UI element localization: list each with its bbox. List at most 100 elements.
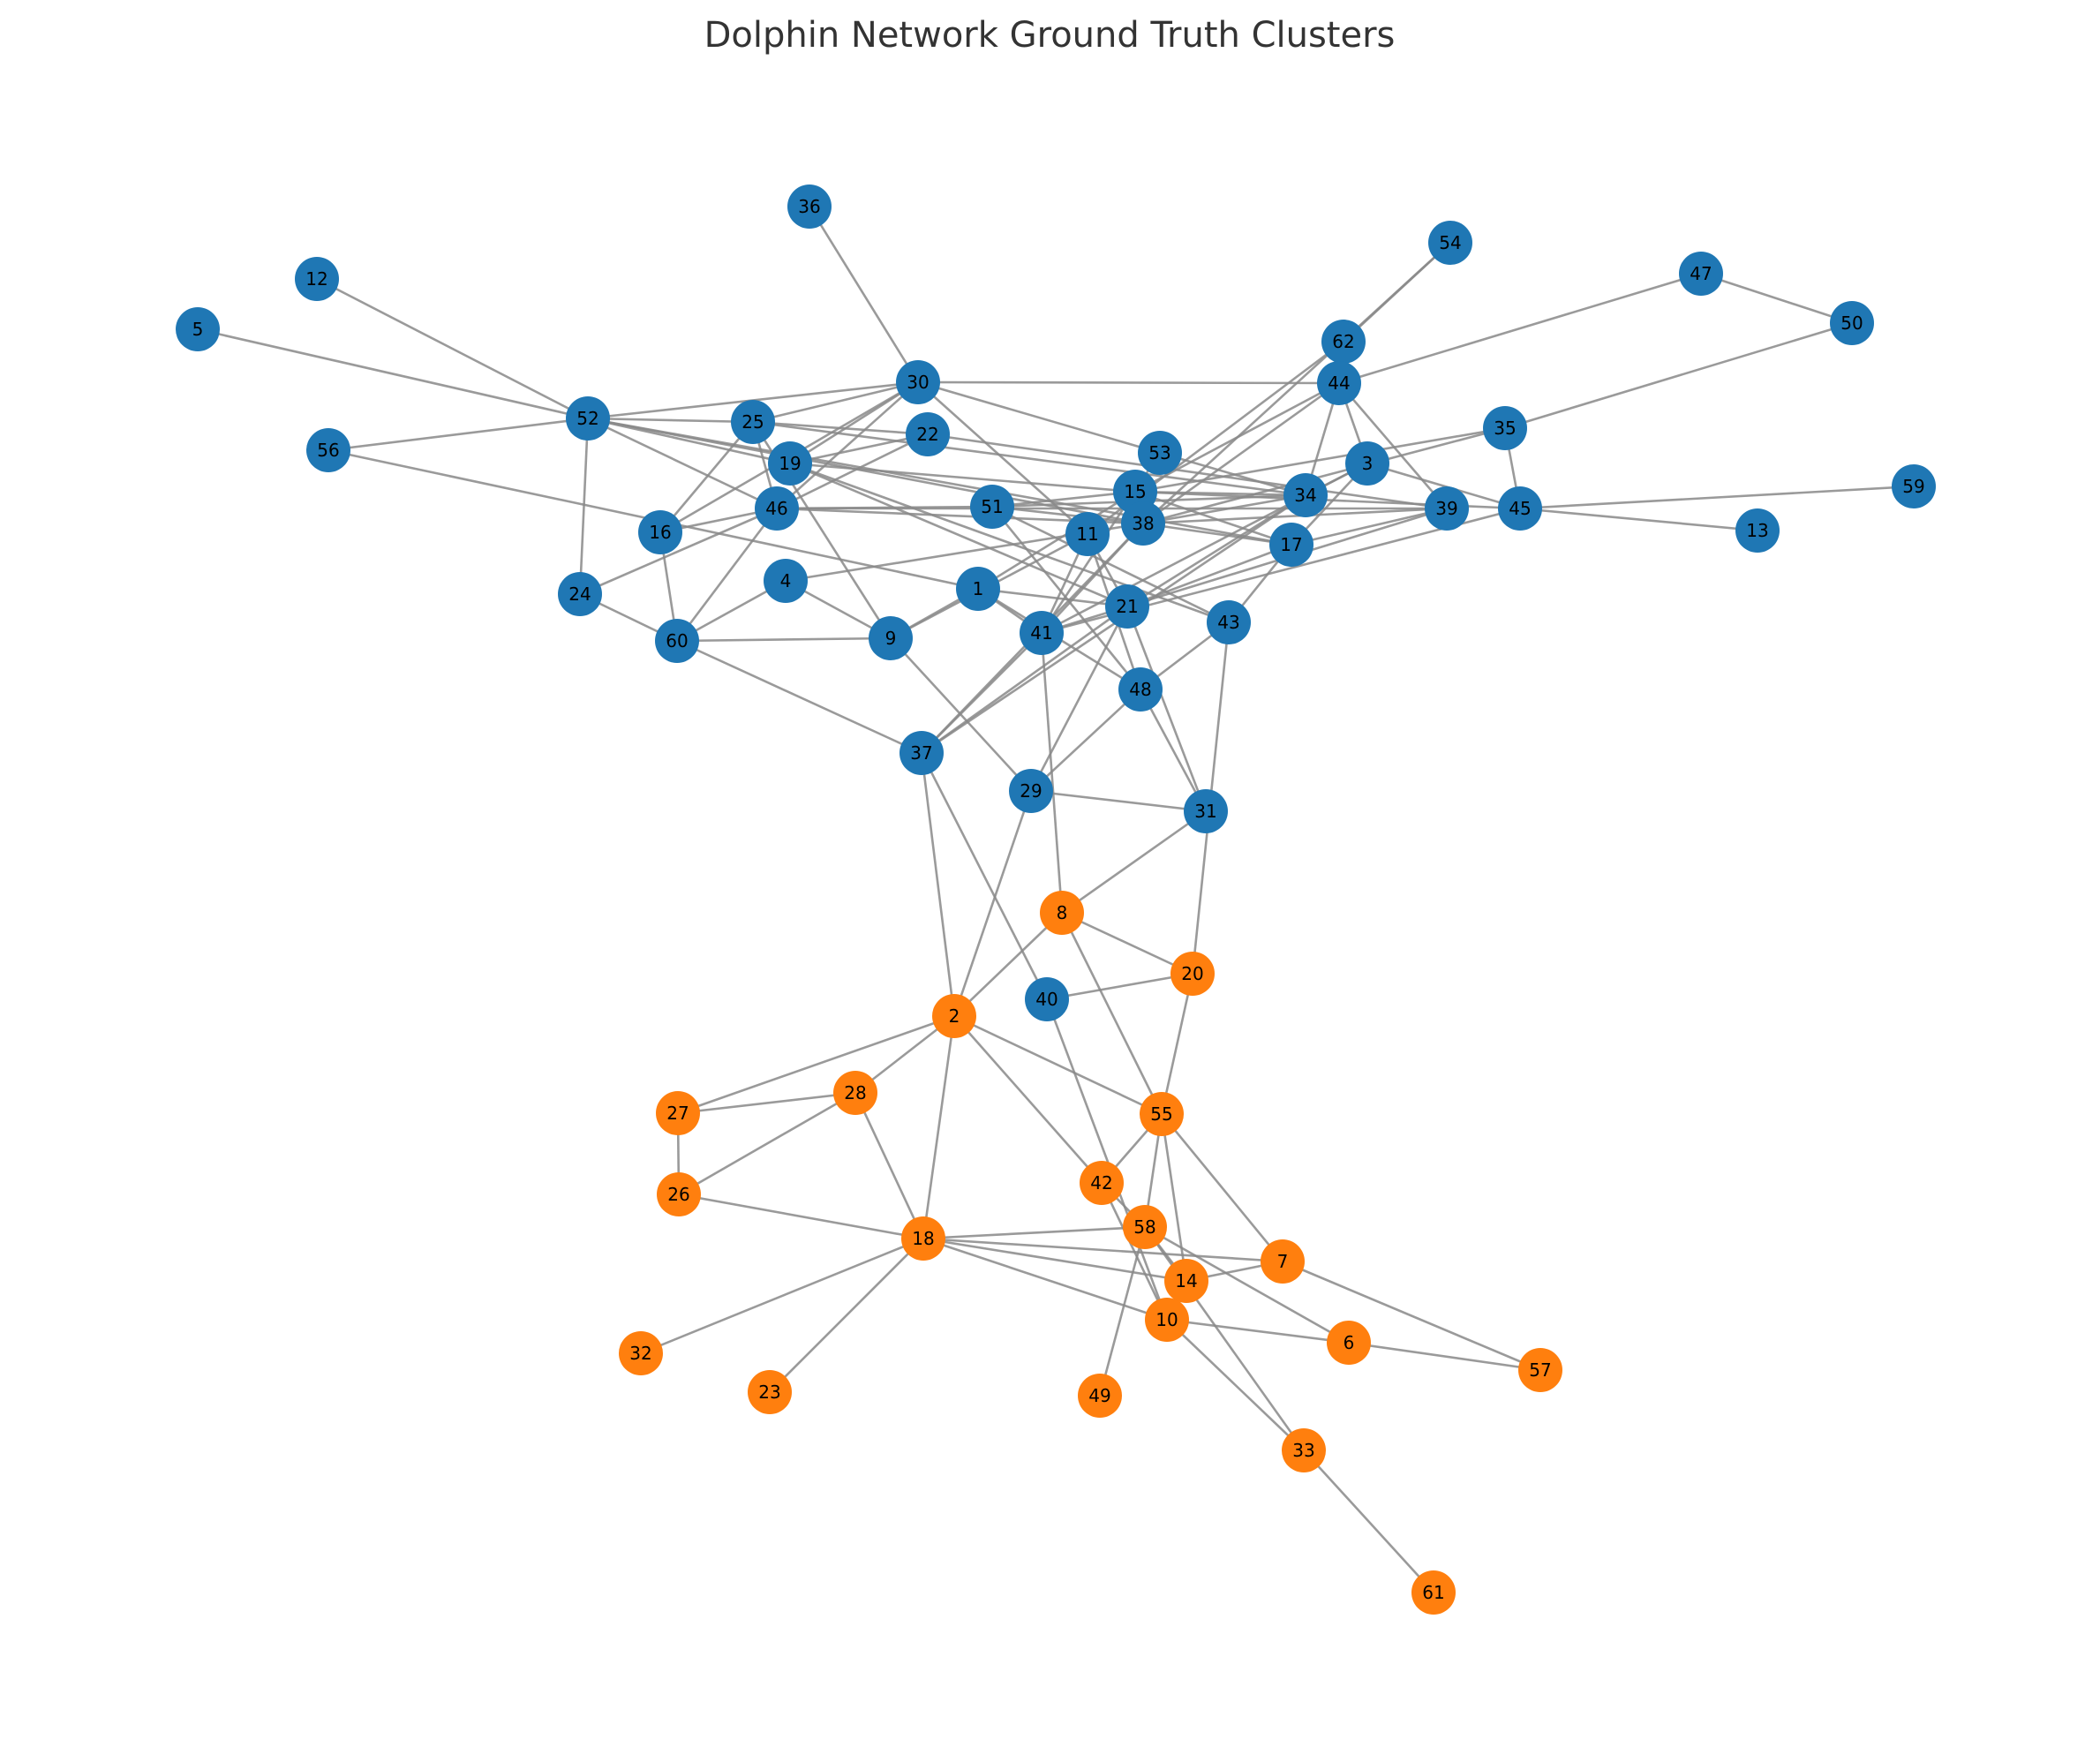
node-label-11: 11 xyxy=(1076,523,1098,545)
node-circle-4 xyxy=(764,559,808,603)
node-label-35: 35 xyxy=(1494,418,1516,439)
node-20: 20 xyxy=(1170,952,1215,996)
node-33: 33 xyxy=(1282,1428,1326,1472)
edge-22-46 xyxy=(776,433,929,510)
node-6: 6 xyxy=(1327,1321,1371,1365)
edge-2-27 xyxy=(677,1014,955,1115)
edge-39-17 xyxy=(1291,507,1448,546)
edge-47-50 xyxy=(1700,272,1853,325)
edge-20-55 xyxy=(1160,973,1194,1115)
node-label-60: 60 xyxy=(666,630,688,651)
edge-52-17 xyxy=(587,417,1292,546)
node-circle-20 xyxy=(1170,952,1215,996)
node-label-21: 21 xyxy=(1116,596,1138,617)
node-circle-31 xyxy=(1184,789,1228,833)
node-label-41: 41 xyxy=(1030,622,1052,644)
node-31: 31 xyxy=(1184,789,1228,833)
edge-48-29 xyxy=(1030,689,1141,792)
node-label-47: 47 xyxy=(1690,263,1712,284)
edge-33-61 xyxy=(1303,1450,1434,1593)
node-label-27: 27 xyxy=(666,1103,689,1124)
node-54: 54 xyxy=(1428,221,1472,265)
node-circle-12 xyxy=(295,257,339,301)
edge-30-44 xyxy=(917,380,1340,385)
node-51: 51 xyxy=(970,485,1014,529)
node-label-59: 59 xyxy=(1902,476,1924,497)
node-label-56: 56 xyxy=(317,440,339,461)
node-label-15: 15 xyxy=(1124,481,1146,502)
node-label-20: 20 xyxy=(1181,963,1203,984)
edge-18-10 xyxy=(922,1237,1168,1322)
edge-60-9 xyxy=(676,636,892,643)
edge-25-22 xyxy=(752,420,929,436)
node-circle-14 xyxy=(1164,1259,1208,1303)
edge-15-1 xyxy=(977,490,1136,591)
edge-8-20 xyxy=(1061,911,1193,975)
node-11: 11 xyxy=(1065,512,1110,556)
node-58: 58 xyxy=(1123,1205,1167,1249)
edge-58-18 xyxy=(922,1225,1146,1240)
edge-29-2 xyxy=(952,790,1033,1017)
edge-31-8 xyxy=(1061,809,1207,915)
edge-8-2 xyxy=(953,912,1063,1017)
edge-1-21 xyxy=(977,587,1128,608)
edge-35-15 xyxy=(1134,426,1506,493)
node-label-33: 33 xyxy=(1292,1440,1314,1461)
node-label-52: 52 xyxy=(576,408,598,429)
edge-25-34 xyxy=(752,420,1306,497)
node-49: 49 xyxy=(1078,1374,1122,1418)
node-label-7: 7 xyxy=(1277,1251,1289,1272)
edge-40-10 xyxy=(1045,998,1169,1321)
node-12: 12 xyxy=(295,257,339,301)
edge-26-18 xyxy=(678,1193,924,1240)
node-circle-52 xyxy=(566,396,610,441)
node-label-1: 1 xyxy=(973,578,984,599)
edge-18-32 xyxy=(640,1237,924,1355)
edge-29-31 xyxy=(1030,789,1207,813)
edge-55-7 xyxy=(1160,1113,1284,1262)
node-label-5: 5 xyxy=(192,319,204,340)
node-circle-43 xyxy=(1207,600,1251,644)
node-circle-47 xyxy=(1679,252,1723,296)
node-41: 41 xyxy=(1020,611,1064,655)
node-circle-39 xyxy=(1425,486,1469,531)
node-label-37: 37 xyxy=(910,742,932,764)
edge-51-38 xyxy=(991,505,1144,525)
node-4: 4 xyxy=(764,559,808,603)
node-label-34: 34 xyxy=(1294,485,1316,506)
edge-18-14 xyxy=(922,1237,1187,1283)
edge-50-35 xyxy=(1504,321,1853,430)
node-circle-33 xyxy=(1282,1428,1326,1472)
node-9: 9 xyxy=(869,616,913,660)
node-label-38: 38 xyxy=(1132,513,1154,534)
node-circle-56 xyxy=(306,428,350,472)
node-label-57: 57 xyxy=(1529,1359,1551,1381)
node-circle-26 xyxy=(657,1172,701,1216)
node-52: 52 xyxy=(566,396,610,441)
edge-21-37 xyxy=(921,605,1128,755)
edge-8-55 xyxy=(1060,912,1163,1115)
node-label-12: 12 xyxy=(305,268,327,290)
edge-41-37 xyxy=(921,632,1042,754)
edge-54-38 xyxy=(1142,242,1451,524)
node-25: 25 xyxy=(731,400,775,444)
edge-17-21 xyxy=(1126,543,1292,608)
node-45: 45 xyxy=(1498,486,1542,531)
node-circle-2 xyxy=(932,994,976,1038)
edge-24-46 xyxy=(579,507,778,596)
edge-2-55 xyxy=(953,1014,1163,1116)
node-34: 34 xyxy=(1283,473,1328,517)
node-35: 35 xyxy=(1483,406,1527,450)
edge-58-49 xyxy=(1098,1226,1147,1397)
edge-44-39 xyxy=(1338,382,1448,509)
edge-30-53 xyxy=(917,380,1161,455)
node-36: 36 xyxy=(787,184,832,229)
node-39: 39 xyxy=(1425,486,1469,531)
node-label-43: 43 xyxy=(1217,612,1239,633)
node-29: 29 xyxy=(1009,769,1053,813)
node-circle-42 xyxy=(1080,1161,1124,1205)
node-circle-51 xyxy=(970,485,1014,529)
edge-37-2 xyxy=(920,752,956,1017)
node-label-36: 36 xyxy=(798,196,820,217)
node-label-40: 40 xyxy=(1035,989,1058,1010)
